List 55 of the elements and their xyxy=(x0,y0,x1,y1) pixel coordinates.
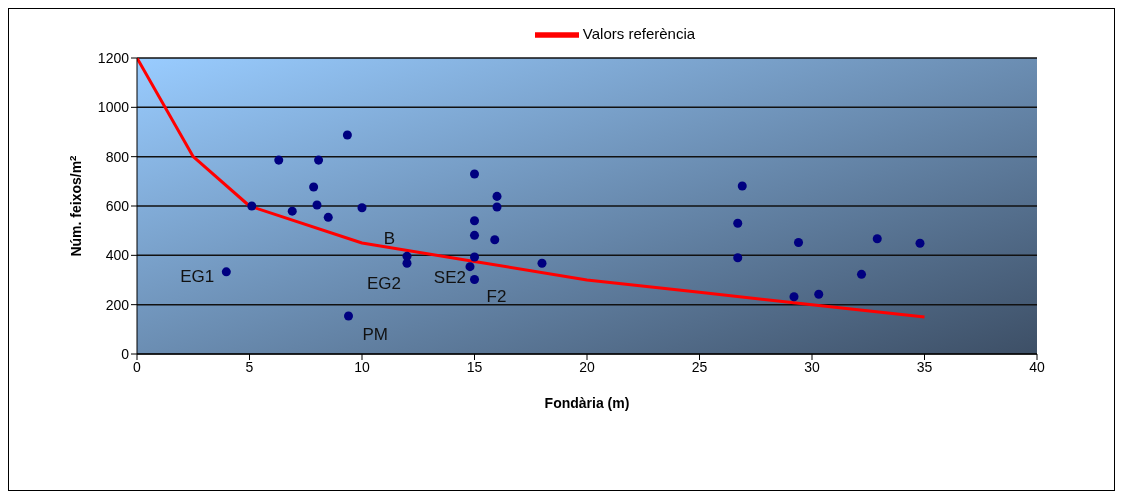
annotation: EG2 xyxy=(366,274,401,294)
line-series xyxy=(137,58,926,319)
point xyxy=(814,289,824,299)
y-tick-label: 800 xyxy=(105,148,130,165)
point xyxy=(490,235,500,245)
legend-label: Valors referència xyxy=(582,24,696,42)
x-tick-label: 0 xyxy=(133,358,142,375)
point xyxy=(793,238,804,248)
x-tick-label: 15 xyxy=(466,358,483,375)
point xyxy=(342,130,352,140)
point xyxy=(733,218,743,228)
annotation: B xyxy=(383,229,395,249)
y-tick-label: 400 xyxy=(105,247,130,264)
point xyxy=(469,275,480,285)
point xyxy=(312,200,322,210)
point xyxy=(537,258,547,268)
annotation: F2 xyxy=(486,286,507,306)
x-tick-label: 35 xyxy=(916,358,933,375)
y-tick-label: 600 xyxy=(105,197,130,214)
point xyxy=(915,238,925,248)
point xyxy=(733,253,743,263)
x-tick-label: 20 xyxy=(579,358,595,375)
point xyxy=(789,292,799,302)
point xyxy=(221,267,231,277)
y-tick-label: 1200 xyxy=(97,49,130,66)
y-tick-label: 200 xyxy=(105,296,130,313)
point xyxy=(737,181,747,191)
point xyxy=(856,269,867,279)
point xyxy=(469,230,480,240)
point xyxy=(314,155,324,165)
point xyxy=(309,182,319,192)
x-tick-label: 30 xyxy=(804,358,820,375)
point xyxy=(469,216,480,226)
point xyxy=(872,234,882,244)
point xyxy=(357,203,367,213)
x-tick-label: 5 xyxy=(245,358,254,375)
point xyxy=(469,252,480,262)
x-axis-title: Fondària (m) xyxy=(544,395,630,411)
annotation: EG1 xyxy=(180,266,215,286)
y-tick-label: 0 xyxy=(121,345,130,362)
y-tick-label: 1000 xyxy=(97,99,130,116)
annotation: PM xyxy=(362,325,388,345)
point xyxy=(274,155,284,165)
point xyxy=(343,311,354,321)
point xyxy=(469,169,480,179)
point xyxy=(247,201,257,211)
point xyxy=(492,202,502,212)
point xyxy=(465,262,475,272)
x-tick-label: 10 xyxy=(354,358,370,375)
point xyxy=(287,206,297,216)
x-tick-label: 25 xyxy=(691,358,708,375)
x-tick-label: 40 xyxy=(1029,358,1045,375)
annotation: SE2 xyxy=(433,267,466,287)
point xyxy=(492,191,502,201)
point xyxy=(323,212,333,222)
